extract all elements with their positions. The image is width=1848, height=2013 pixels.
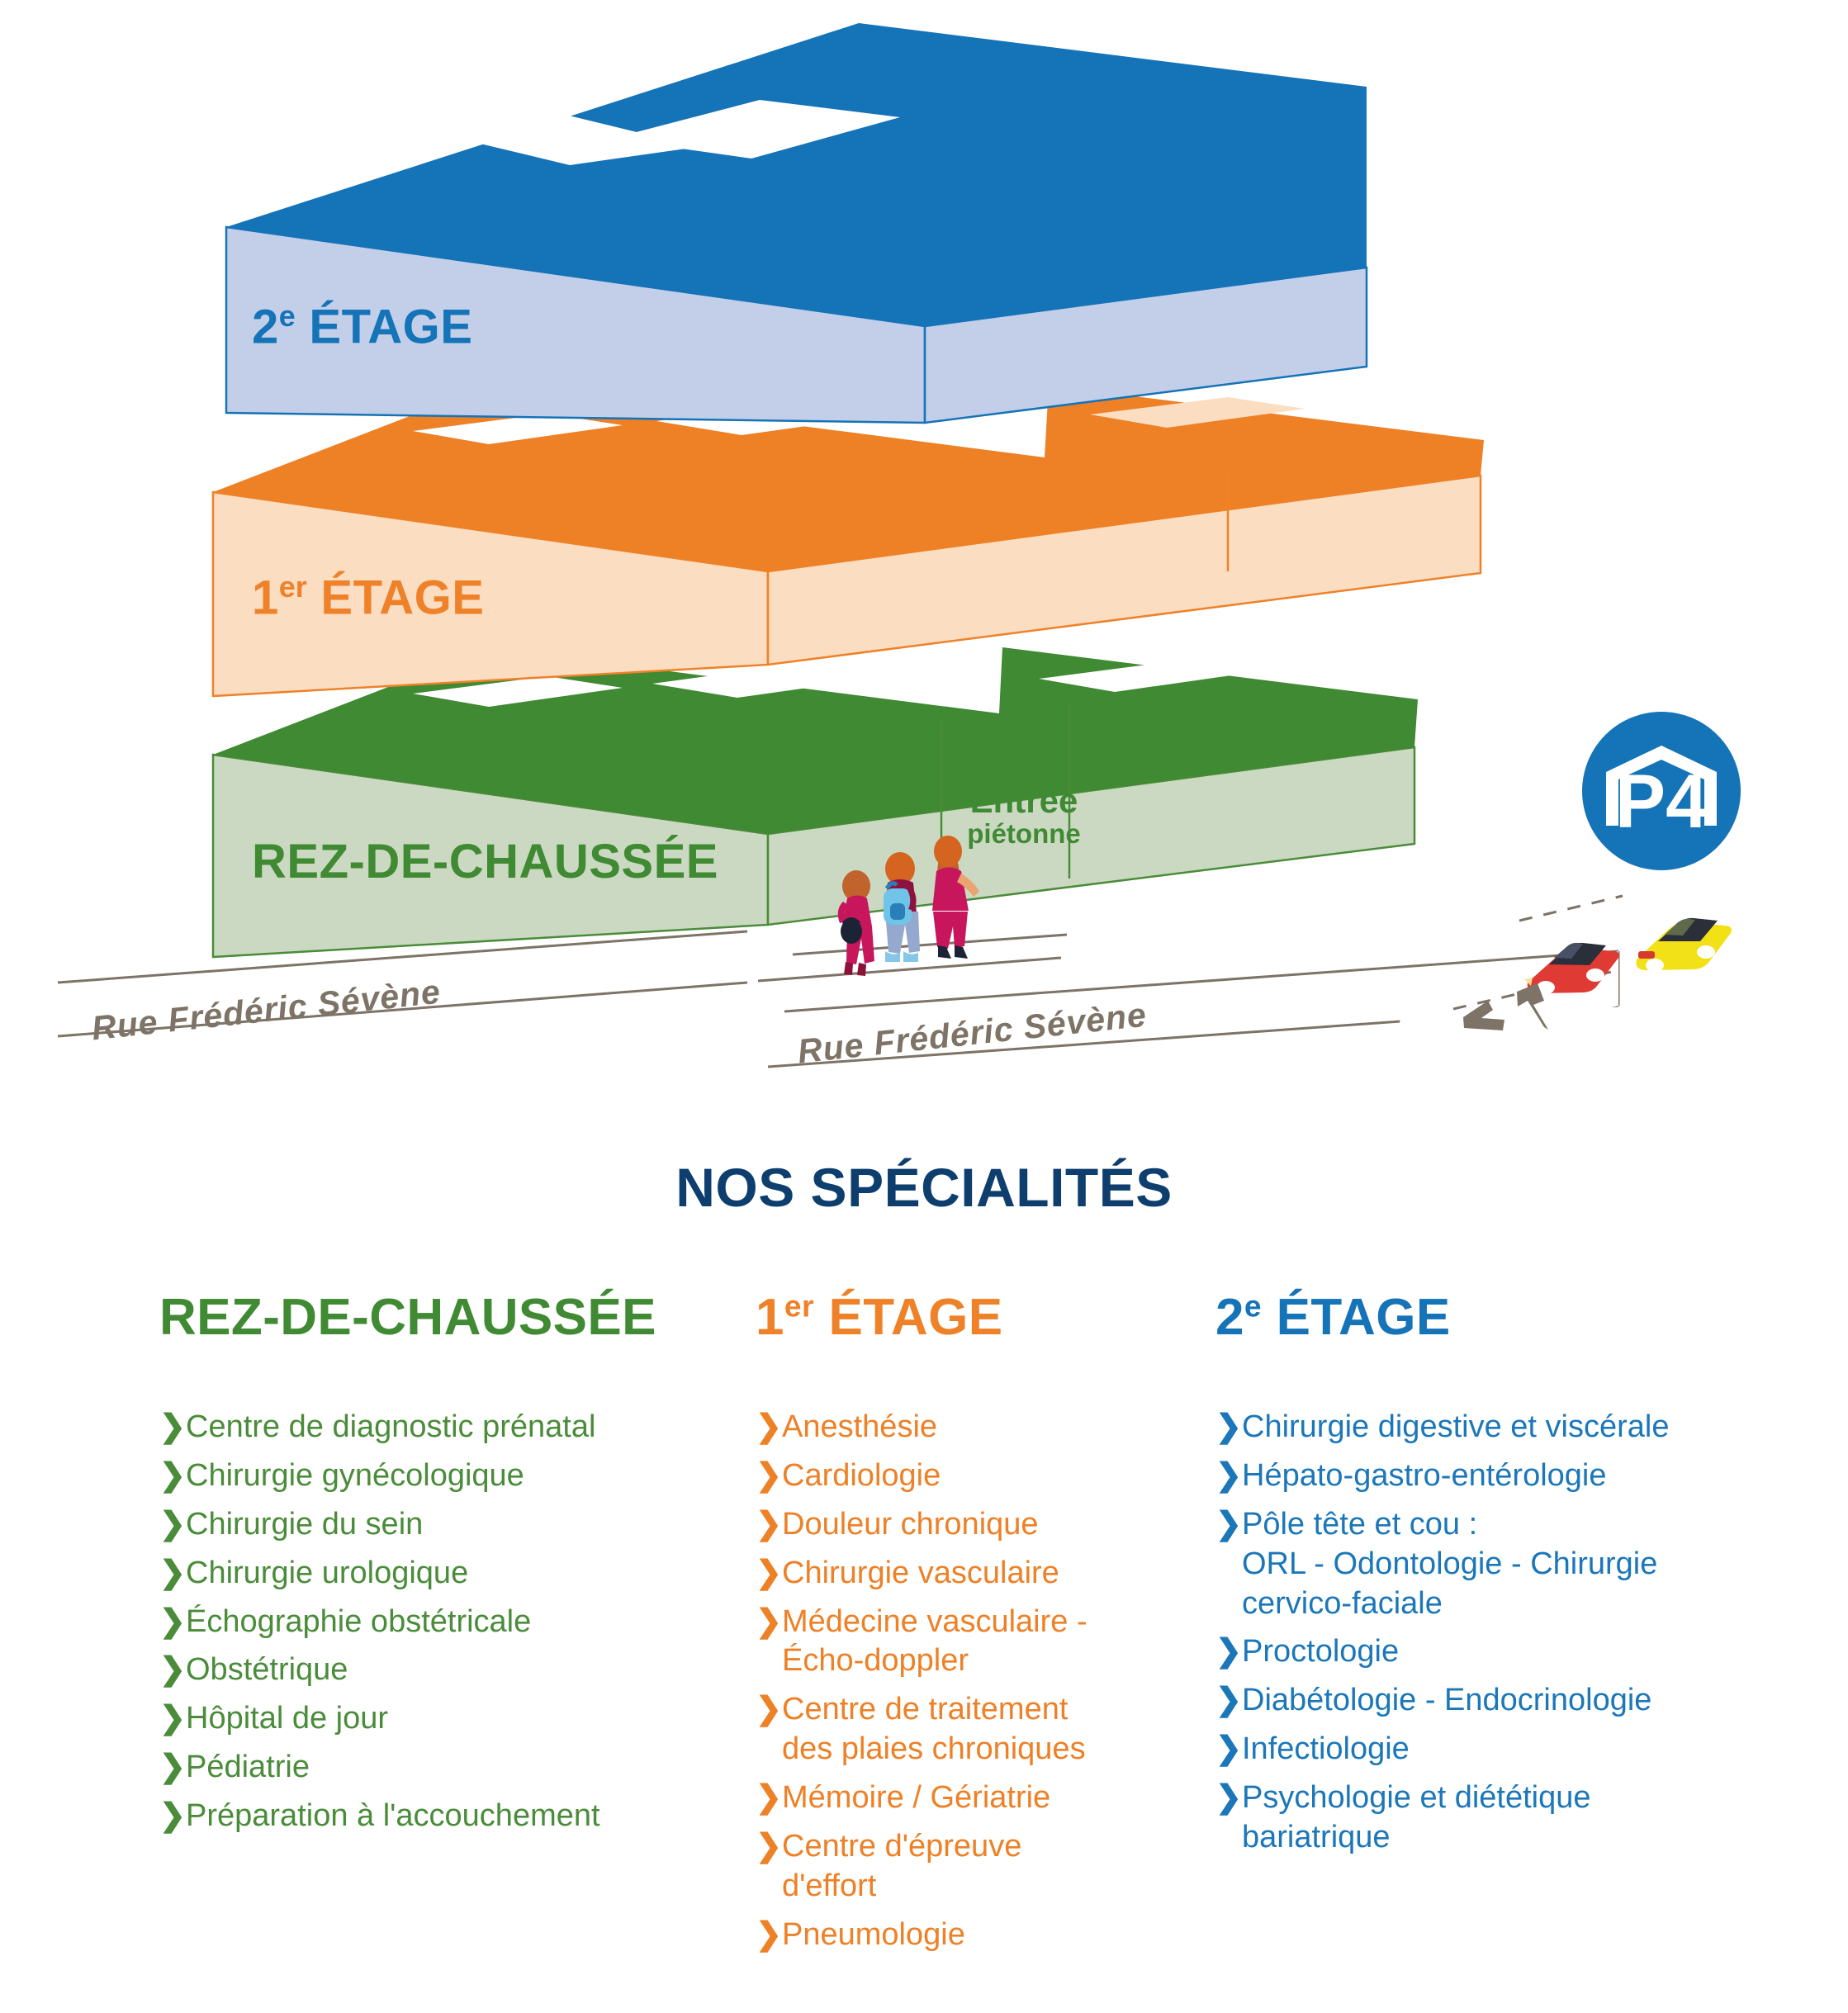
yellow-car [1636, 917, 1732, 972]
chevron-right-icon: ❯ [1215, 1683, 1242, 1718]
chevron-right-icon: ❯ [159, 1652, 186, 1688]
floor-label-2e: 2e ÉTAGE [252, 299, 473, 354]
pedestrian-woman-dress [932, 836, 979, 959]
specialty-columns: REZ-DE-CHAUSSÉE ❯ Centre de diagnostic pr… [0, 1288, 1848, 1964]
list-item: ❯ Pédiatrie [159, 1748, 756, 1788]
pedestrian-woman-handbag [837, 870, 874, 976]
chevron-right-icon: ❯ [756, 1692, 782, 1727]
floor-slab-1er [211, 386, 1484, 698]
floor-label-1er: 1er ÉTAGE [252, 570, 485, 625]
list-item: ❯ Chirurgie vasculaire [756, 1554, 1215, 1594]
list-item: ❯ Obstétrique [159, 1651, 756, 1690]
chevron-right-icon: ❯ [756, 1409, 782, 1444]
list-item: ❯ Médecine vasculaire - Écho-doppler [756, 1603, 1087, 1679]
specialties-section: NOS SPÉCIALITÉS REZ-DE-CHAUSSÉE ❯ Centre … [0, 1156, 1848, 1964]
chevron-right-icon: ❯ [1215, 1457, 1242, 1493]
arrow-enter-up [1517, 983, 1548, 1030]
chevron-right-icon: ❯ [756, 1555, 782, 1590]
entrance-label-line2: piétonne [967, 818, 1081, 850]
chevron-right-icon: ❯ [159, 1555, 186, 1590]
chevron-right-icon: ❯ [1215, 1409, 1242, 1444]
list-item: ❯ Cardiologie [756, 1456, 1215, 1496]
chevron-right-icon: ❯ [1215, 1780, 1242, 1815]
list-item: ❯ Douleur chronique [756, 1505, 1215, 1545]
specialty-column-1er: 1er ÉTAGE ❯ Anesthésie ❯ Cardiologie ❯ Doul… [756, 1288, 1215, 1964]
list-item: ❯ Centre d'épreuve d'effort [756, 1828, 1022, 1903]
specialty-column-rdc: REZ-DE-CHAUSSÉE ❯ Centre de diagnostic pr… [159, 1288, 756, 1845]
chevron-right-icon: ❯ [159, 1701, 186, 1736]
building-floor-diagram: P4 [57, 23, 1741, 1068]
list-item: ❯ Pôle tête et cou : ORL - Odontologie - C… [1215, 1506, 1658, 1621]
chevron-right-icon: ❯ [159, 1457, 186, 1493]
list-item: ❯ Chirurgie digestive et viscérale [1215, 1408, 1744, 1447]
list-item: ❯ Préparation à l'accouchement [159, 1797, 756, 1836]
list-item: ❯ Chirurgie urologique [159, 1554, 756, 1594]
specialties-title: NOS SPÉCIALITÉS [675, 1157, 1173, 1218]
parking-access-area: P4 [1391, 712, 1741, 1061]
specialty-list-2e: ❯ Chirurgie digestive et viscérale ❯ Hépat… [1215, 1408, 1744, 1858]
chevron-right-icon: ❯ [756, 1916, 782, 1952]
chevron-right-icon: ❯ [756, 1506, 782, 1542]
specialty-list-1er: ❯ Anesthésie ❯ Cardiologie ❯ Douleur chroni… [756, 1408, 1215, 1955]
chevron-right-icon: ❯ [1215, 1634, 1242, 1670]
list-item: ❯ Centre de diagnostic prénatal [159, 1408, 756, 1447]
red-car [1524, 942, 1620, 994]
floor-label-rdc: REZ-DE-CHAUSSÉE [252, 835, 718, 888]
list-item: ❯ Hôpital de jour [159, 1699, 756, 1739]
list-item: ❯ Diabétologie - Endocrinologie [1215, 1681, 1744, 1721]
chevron-right-icon: ❯ [756, 1780, 782, 1815]
list-item: ❯ Chirurgie gynécologique [159, 1456, 756, 1496]
specialty-column-2e: 2e ÉTAGE ❯ Chirurgie digestive et viscéra… [1215, 1288, 1744, 1867]
list-item: ❯ Psychologie et diététique bariatrique [1215, 1780, 1591, 1854]
entrance-label-line1: Entrée [969, 781, 1078, 820]
floor-slab-rdc [211, 647, 1418, 959]
chevron-right-icon: ❯ [756, 1603, 782, 1639]
chevron-right-icon: ❯ [756, 1828, 782, 1864]
list-item: ❯ Pneumologie [756, 1916, 1215, 1955]
specialty-list-rdc: ❯ Centre de diagnostic prénatal ❯ Chirurgi… [159, 1408, 756, 1836]
list-item: ❯ Centre de traitement des plaies chroniqu… [756, 1692, 1086, 1767]
specialty-column-heading-rdc: REZ-DE-CHAUSSÉE [159, 1289, 656, 1346]
chevron-right-icon: ❯ [159, 1506, 186, 1542]
list-item: ❯ Échographie obstétricale [159, 1603, 756, 1642]
chevron-right-icon: ❯ [159, 1409, 186, 1444]
list-item: ❯ Hépato-gastro-entérologie [1215, 1456, 1744, 1496]
list-item: ❯ Infectiologie [1215, 1730, 1744, 1769]
list-item: ❯ Proctologie [1215, 1632, 1744, 1672]
chevron-right-icon: ❯ [159, 1798, 186, 1833]
floor-slab-2e [225, 23, 1368, 424]
list-item: ❯ Mémoire / Gériatrie [756, 1779, 1215, 1818]
chevron-right-icon: ❯ [159, 1750, 186, 1785]
parking-sign-p4: P4 [1582, 712, 1741, 870]
svg-text:P4: P4 [1615, 760, 1708, 844]
list-item: ❯ Chirurgie du sein [159, 1505, 756, 1545]
chevron-right-icon: ❯ [1215, 1731, 1242, 1767]
chevron-right-icon: ❯ [159, 1603, 186, 1639]
specialty-column-heading-2e: 2e ÉTAGE [1215, 1288, 1451, 1346]
specialty-column-heading-1er: 1er ÉTAGE [756, 1288, 1003, 1346]
pedestrian-group [837, 836, 979, 976]
pedestrian-entrance-label: Entrée piétonne [941, 782, 1106, 849]
pedestrian-child-backpack [884, 852, 920, 962]
arrow-exit-down-left [1463, 1001, 1504, 1030]
chevron-right-icon: ❯ [756, 1457, 782, 1493]
list-item: ❯ Anesthésie [756, 1408, 1215, 1447]
chevron-right-icon: ❯ [1215, 1506, 1242, 1542]
